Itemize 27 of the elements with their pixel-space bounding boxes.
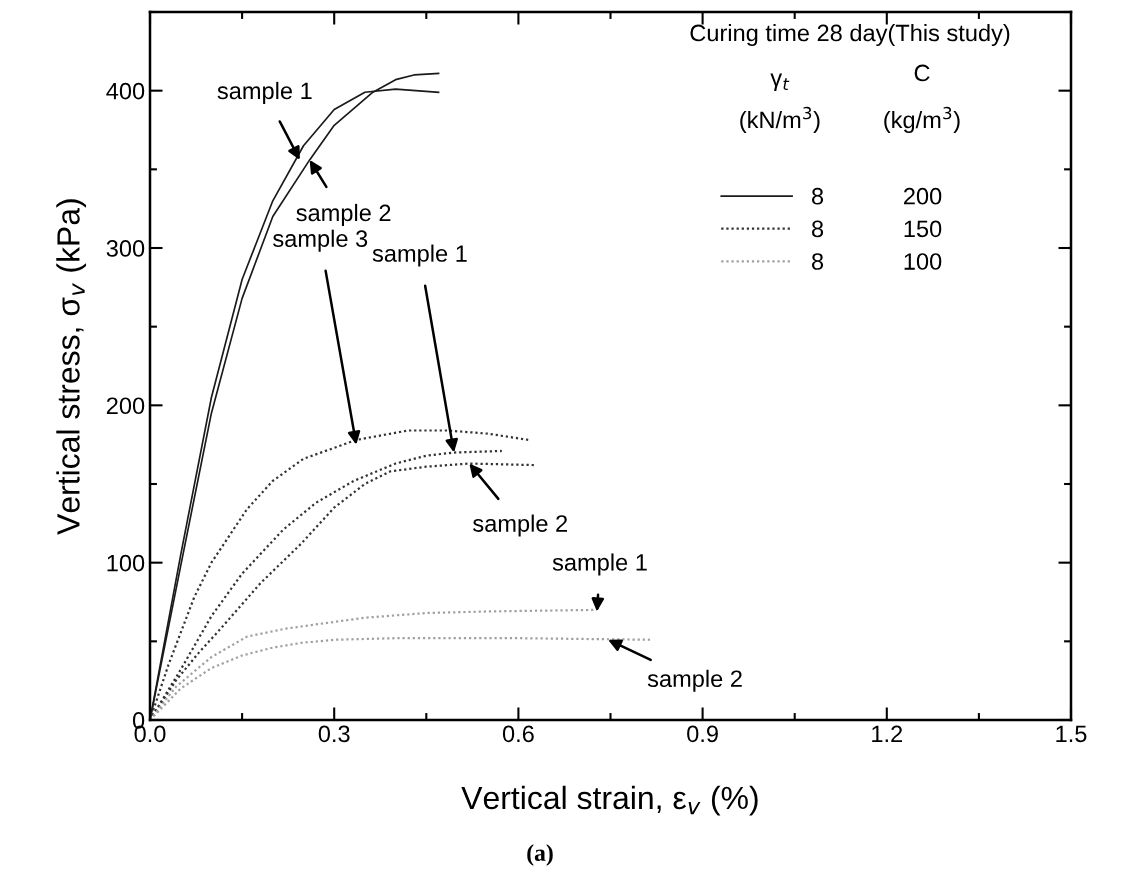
text: (a)	[527, 844, 553, 866]
x-tick-label: 0.3	[318, 725, 350, 743]
annotation: (kN/m$^{3}$)	[740, 106, 820, 133]
annotation: sample 1	[217, 81, 312, 104]
x-axis-title: Vertical strain, ε$_{v}$ (%)	[461, 785, 758, 816]
y-axis-title: Vertical stress, σ$_{v}$ (kPa)	[56, 199, 87, 535]
x-tick-label: 0.6	[502, 725, 534, 743]
annotation: sample 3	[273, 229, 368, 252]
annotation: (kg/m$^{3}$)	[884, 106, 960, 133]
legend-label: 8 150	[812, 220, 942, 238]
annotation: sample 1	[552, 553, 647, 576]
y-tick-label: 300	[106, 240, 145, 257]
x-tick-label: 1.2	[872, 725, 903, 742]
legend-title: Curing time 28 day(This study)	[690, 24, 1010, 46]
y-tick-label: 200	[106, 397, 145, 415]
annotation: γ$_{t}$	[770, 73, 790, 91]
legend-label: 8 200	[812, 187, 942, 205]
x-tick-label: 1.5	[1056, 725, 1087, 743]
x-tick-label: 0.9	[687, 725, 718, 743]
legend-label: 8 100	[812, 253, 942, 270]
annotation: sample 2	[296, 203, 391, 226]
y-tick-label: 100	[107, 554, 145, 572]
annotation: sample 1	[372, 244, 467, 267]
annotation: sample 2	[647, 669, 742, 692]
annotation: sample 2	[473, 514, 567, 537]
y-tick-label: 400	[106, 82, 145, 100]
annotation: C	[914, 64, 930, 82]
